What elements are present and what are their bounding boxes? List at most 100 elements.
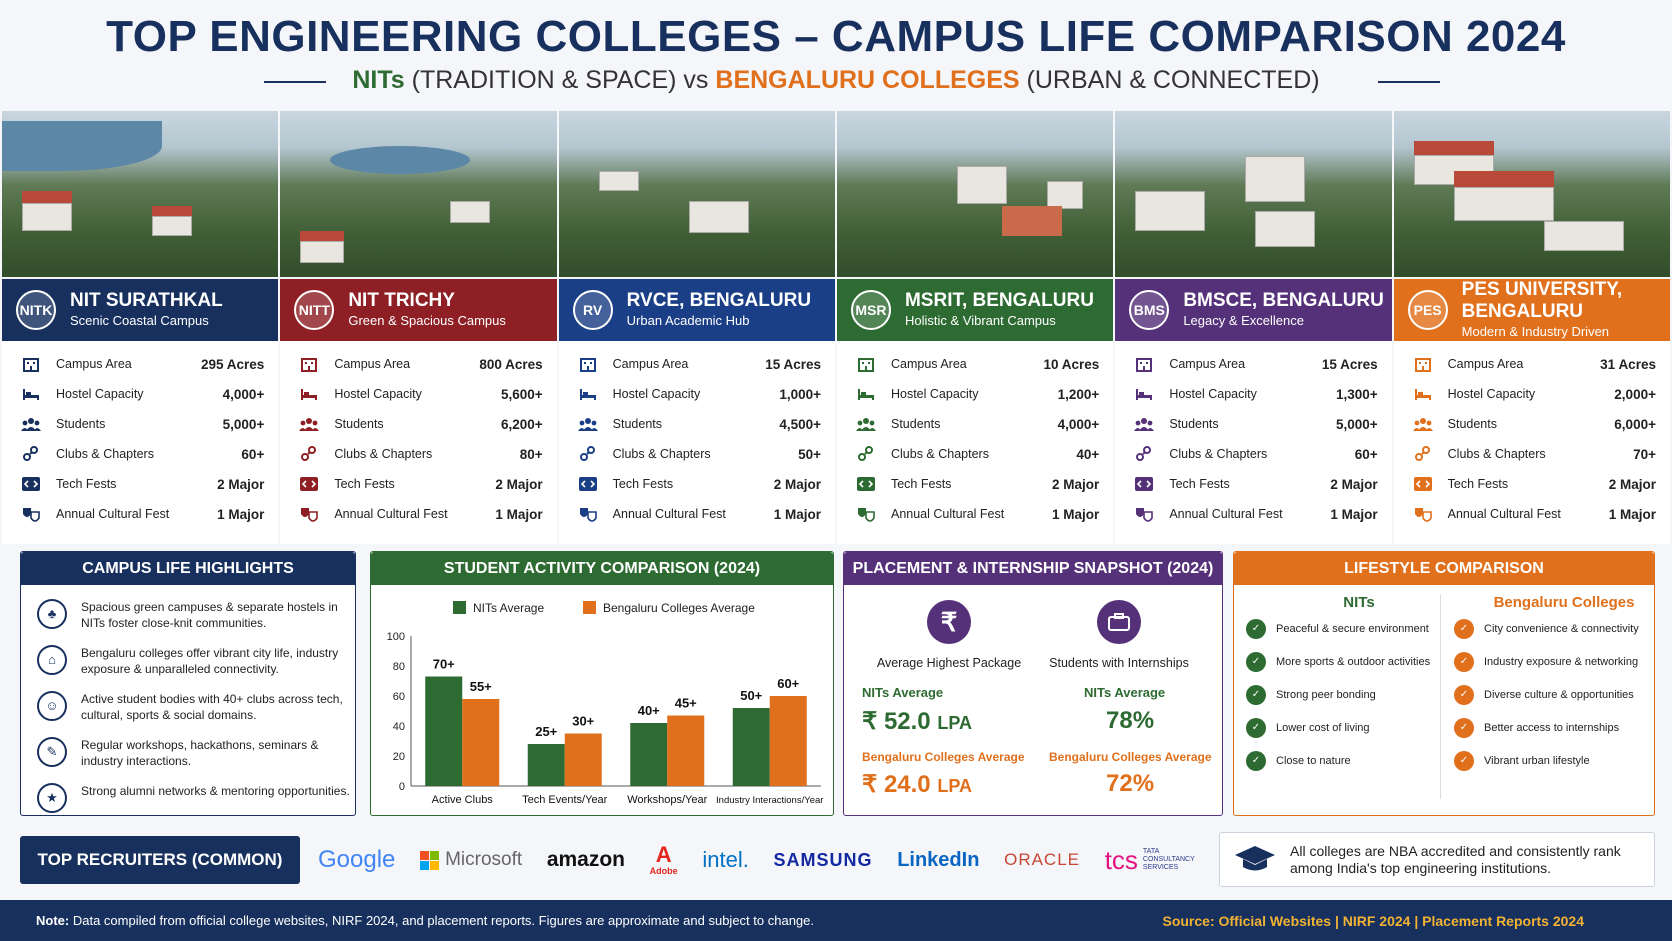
placement-panel: PLACEMENT & INTERNSHIP SNAPSHOT (2024) ₹… [843,551,1223,816]
building-icon [577,356,599,372]
placement-title: PLACEMENT & INTERNSHIP SNAPSHOT (2024) [844,552,1222,585]
college-tagline: Holistic & Vibrant Campus [904,313,1056,328]
check-icon: ✓ [1246,684,1266,705]
blr-intern-label: Bengaluru Colleges Average [1049,750,1212,764]
stat-value: 2 Major [1608,476,1656,492]
college-header: MSR MSRIT, BENGALURU Holistic & Vibrant … [836,279,1114,341]
building-icon [20,356,42,372]
stat-label: Hostel Capacity [334,387,422,401]
check-icon: ✓ [1246,717,1266,738]
adobe-logo: A Adobe [649,842,678,877]
check-icon: ✓ [1454,717,1474,738]
college-card: RV RVCE, BENGALURU Urban Academic Hub Ca… [558,279,835,544]
package-label: Average Highest Package [876,656,1022,670]
stat-value: 15 Acres [765,356,821,372]
students-icon [20,416,42,432]
stat-row: Students 5,000+ [20,409,264,439]
bar [630,723,668,786]
stat-value: 80+ [519,446,543,462]
stat-row: Hostel Capacity 1,000+ [577,379,821,409]
college-card: MSR MSRIT, BENGALURU Holistic & Vibrant … [836,279,1114,544]
footer-source: Source: Official Websites | NIRF 2024 | … [1162,912,1584,929]
stat-row: Students 6,200+ [298,409,543,439]
nits-package-value: ₹ 52.0 LPA [862,708,972,735]
stat-value: 295 Acres [201,356,265,372]
students-icon [1412,416,1434,432]
stat-row: Hostel Capacity 5,600+ [298,379,543,409]
stat-row: Hostel Capacity 1,200+ [855,379,1099,409]
footer-note: Data compiled from official college webs… [72,913,814,928]
code-icon [20,476,42,492]
stat-value: 5,000+ [1335,416,1378,432]
stat-row: Hostel Capacity 1,300+ [1133,379,1378,409]
bar [527,744,565,786]
bar [462,699,500,786]
stat-row: Campus Area 31 Acres [1412,349,1656,379]
masks-icon [577,506,599,522]
y-tick-label: 60 [393,691,405,703]
stat-label: Clubs & Chapters [612,447,711,461]
stat-label: Annual Cultural Fest [334,507,448,521]
subtitle-end: (URBAN & CONNECTED) [1026,66,1320,94]
stat-row: Clubs & Chapters 50+ [577,439,821,469]
city-icon: ⌂ [37,645,67,675]
lifestyle-title: LIFESTYLE COMPARISON [1234,552,1654,585]
puzzle-icon [855,446,877,462]
college-card: NITT NIT TRICHY Green & Spacious Campus … [280,279,557,544]
stat-label: Students [56,417,106,431]
college-name: NIT SURATHKAL [70,290,223,311]
college-header: RV RVCE, BENGALURU Urban Academic Hub [558,279,835,341]
stat-row: Clubs & Chapters 70+ [1412,439,1656,469]
stat-row: Clubs & Chapters 60+ [1133,439,1378,469]
bed-icon [855,386,877,402]
puzzle-icon [298,446,320,462]
stat-value: 1 Major [495,506,543,522]
campus-photo-rvce [558,111,835,277]
bar [769,696,807,786]
masks-icon [1412,506,1434,522]
stat-label: Hostel Capacity [56,387,144,401]
lifestyle-blr-head: Bengaluru Colleges [1493,594,1635,611]
college-logo: PES [1407,290,1448,330]
stat-label: Campus Area [334,357,411,371]
stat-row: Campus Area 800 Acres [298,349,543,379]
puzzle-icon [1412,446,1434,462]
stat-label: Annual Cultural Fest [1169,507,1283,521]
stat-label: Annual Cultural Fest [612,507,726,521]
college-card: NITK NIT SURATHKAL Scenic Coastal Campus… [2,279,279,544]
highlights-title: CAMPUS LIFE HIGHLIGHTS [21,552,355,585]
stat-row: Campus Area 15 Acres [577,349,821,379]
stat-label: Campus Area [1447,357,1524,371]
check-icon: ✓ [1454,651,1474,672]
stat-label: Hostel Capacity [612,387,701,401]
stat-label: Annual Cultural Fest [890,507,1005,521]
stat-row: Tech Fests 2 Major [855,469,1099,499]
building-icon [1412,356,1434,372]
highlights-list: ♣ Spacious green campuses & separate host… [21,599,355,813]
bar [732,708,770,786]
college-name: MSRIT, BENGALURU [904,290,1094,311]
stat-value: 1 Major [1330,506,1378,522]
stat-value: 5,600+ [500,386,543,402]
students-icon [855,416,877,432]
stat-label: Campus Area [612,357,689,371]
legend-swatch [583,601,596,614]
stat-row: Clubs & Chapters 40+ [855,439,1099,469]
oracle-logo: ORACLE [1004,850,1081,869]
code-icon [1133,476,1155,492]
subtitle-nits: NITs [352,66,405,94]
lifestyle-text: Vibrant urban lifestyle [1484,754,1590,767]
tree-icon: ♣ [37,599,67,629]
stat-row: Students 6,000+ [1412,409,1656,439]
y-tick-label: 80 [393,661,405,673]
stat-row: Tech Fests 2 Major [1133,469,1378,499]
activity-chart: NITs Average Bengaluru Colleges Average 0 2… [387,601,823,806]
stat-row: Students 4,000+ [855,409,1099,439]
stat-row: Tech Fests 2 Major [577,469,821,499]
header: TOP ENGINEERING COLLEGES – CAMPUS LIFE C… [0,0,1672,110]
masks-icon [855,506,877,522]
highlight-text: Active student bodies with 40+ clubs acr… [81,692,343,722]
masks-icon [1133,506,1155,522]
stat-value: 4,000+ [222,386,265,402]
stat-label: Clubs & Chapters [334,447,433,461]
